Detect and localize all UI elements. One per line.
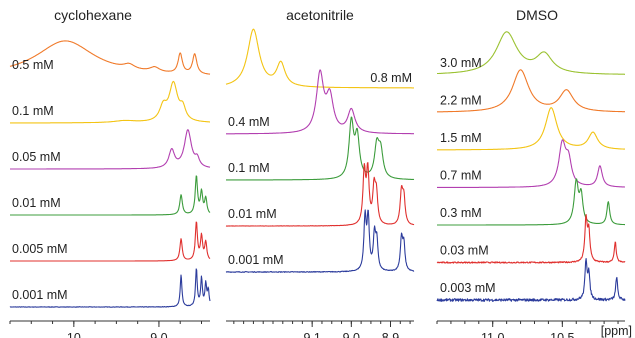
trace-label: 0.01 mM: [12, 196, 61, 210]
panel-title: cyclohexane: [54, 7, 132, 23]
spectrum-trace: [436, 69, 626, 113]
panel-acetonitrile: acetonitrile 0.8 mM0.4 mM0.1 mM0.01 mM0.…: [225, 7, 415, 338]
spectrum-trace: [436, 214, 626, 264]
spectrum-trace: [225, 28, 415, 89]
spectrum-trace: [9, 221, 211, 262]
spectrum-trace: [225, 69, 415, 135]
trace-label: 0.001 mM: [12, 288, 68, 302]
spectrum-trace: [436, 178, 626, 226]
spectrum-trace: [225, 209, 415, 273]
trace-label: 0.001 mM: [228, 253, 284, 267]
tick-label: 10.5: [550, 331, 574, 338]
tick-label: 9.0: [343, 331, 360, 338]
trace-label: 0.3 mM: [440, 206, 482, 220]
trace-label: 1.5 mM: [440, 131, 482, 145]
x-axis-unit-label: [ppm]: [601, 324, 632, 338]
spectrum-trace: [9, 175, 211, 216]
x-axis: 9.1 9.0 8.9: [226, 320, 414, 338]
tick-label: 10: [67, 331, 81, 338]
spectrum-trace: [436, 31, 626, 75]
spectrum-trace: [9, 268, 211, 308]
spectrum-trace: [9, 129, 211, 170]
trace-label: 0.4 mM: [228, 115, 270, 129]
tick-label: 9.0: [150, 331, 167, 338]
spectrum-trace: [436, 139, 626, 188]
trace-label: 0.005 mM: [12, 242, 68, 256]
tick-label: 8.9: [382, 331, 399, 338]
tick-label: 11.0: [481, 331, 504, 338]
tick-label: 9.1: [303, 331, 320, 338]
trace-label: 0.05 mM: [12, 150, 61, 164]
panel-title: DMSO: [516, 7, 558, 23]
trace-group: 3.0 mM 2.2 mM 1.5 mM 0.7 mM 0.3 mM 0.03 mM 0.0…: [436, 31, 626, 302]
trace-label: 0.8 mM: [370, 71, 412, 85]
panel-title: acetonitrile: [286, 7, 354, 23]
trace-label: 0.01 mM: [228, 207, 277, 221]
trace-label: 3.0 mM: [440, 56, 482, 70]
spectrum-trace: [225, 162, 415, 227]
x-axis: 11.0 10.5 [ppm]: [436, 320, 632, 338]
spectrum-trace: [436, 258, 626, 302]
trace-group: 0.8 mM 0.4 mM 0.1 mM 0.01 mM 0.001 mM: [225, 28, 415, 273]
trace-label: 0.03 mM: [440, 244, 489, 258]
trace-label: 0.7 mM: [440, 169, 482, 183]
x-axis: 10 9.0: [9, 320, 210, 338]
trace-label: 0.1 mM: [12, 104, 54, 118]
spectrum-trace: [9, 80, 211, 124]
panel-dmso: DMSO 3.0 mM 2.2 mM 1.5 mM 0.7 mM 0.3 mM 0.03 …: [436, 7, 632, 338]
spectrum-trace: [225, 116, 415, 181]
trace-label: 0.5 mM: [12, 58, 54, 72]
panel-cyclohexane: cyclohexane 0.5 mM0.1 mM0.05 mM0.01 mM0.…: [9, 7, 211, 338]
spectrum-trace: [436, 107, 626, 151]
trace-label: 0.003 mM: [440, 281, 496, 295]
trace-label: 2.2 mM: [440, 94, 482, 108]
spectrum-trace: [9, 40, 211, 75]
trace-group: 0.5 mM 0.1 mM 0.05 mM 0.01 mM 0.005 mM 0.001 …: [9, 40, 211, 308]
trace-label: 0.1 mM: [228, 161, 270, 175]
